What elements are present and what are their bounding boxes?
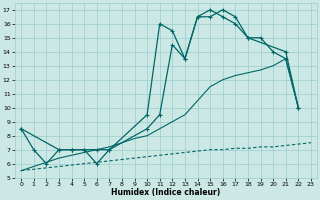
X-axis label: Humidex (Indice chaleur): Humidex (Indice chaleur): [111, 188, 221, 197]
